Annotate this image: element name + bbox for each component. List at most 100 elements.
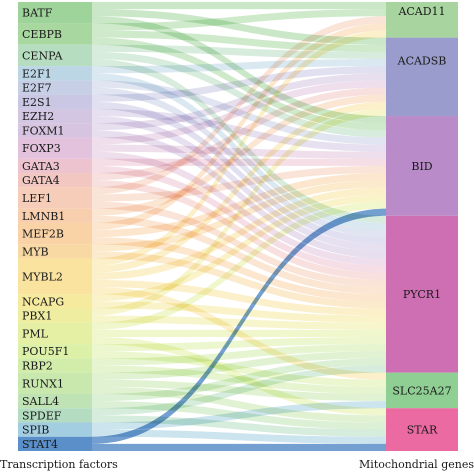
right-node-label-star: STAR <box>407 424 438 437</box>
left-node-label-ezh2: EZH2 <box>22 110 54 123</box>
flow-mybl2-to-bid <box>92 187 386 280</box>
left-node-label-e2s1: E2S1 <box>22 96 52 109</box>
left-node-e2s1 <box>18 94 92 109</box>
left-node-label-ncapg: NCAPG <box>22 295 64 308</box>
left-node-cenpa <box>18 44 92 67</box>
left-node-label-e2f7: E2F7 <box>22 82 52 95</box>
left-node-label-gata4: GATA4 <box>22 174 60 187</box>
left-node-label-mef2b: MEF2B <box>22 228 64 241</box>
left-node-label-runx1: RUNX1 <box>22 377 64 390</box>
flow-batf-to-acad11 <box>92 2 386 10</box>
flow-lef1-to-acad11 <box>92 16 386 195</box>
left-node-label-pbx1: PBX1 <box>22 310 52 323</box>
left-node-label-spib: SPIB <box>22 424 49 437</box>
right-axis-caption: Mitochondrial genes <box>359 458 474 471</box>
flow-pml-to-bid <box>92 201 386 330</box>
flow-cebpb-to-acad11 <box>92 9 386 31</box>
flow-mef2b-to-bid <box>92 173 386 238</box>
flow-pml-to-pycr1 <box>92 329 386 337</box>
left-node-spdef <box>18 408 92 423</box>
flow-e2s1-to-acadsb <box>92 66 386 102</box>
left-node-label-spdef: SPDEF <box>22 409 62 422</box>
flow-spdef-to-pycr1 <box>92 365 386 416</box>
flow-mybl2-to-acadsb <box>92 101 386 273</box>
left-node-e2f7 <box>18 80 92 95</box>
left-node-gata3 <box>18 158 92 174</box>
left-node-cebpb <box>18 23 92 45</box>
flow-foxp3-to-acadsb <box>92 80 386 145</box>
left-node-label-e2f1: E2F1 <box>22 67 52 80</box>
left-node-pou5f1 <box>18 344 92 359</box>
left-node-rbp2 <box>18 358 92 373</box>
flow-lmnb1-to-pycr1 <box>92 215 386 295</box>
left-node-stat4 <box>18 436 92 451</box>
left-node-foxm1 <box>18 123 92 138</box>
flow-foxm1-to-pycr1 <box>92 130 386 259</box>
flow-layer <box>92 2 386 451</box>
flow-gata3-to-bid <box>92 158 386 166</box>
flow-mybl2-to-acad11 <box>92 30 386 266</box>
left-node-e2f1 <box>18 66 92 81</box>
flow-mef2b-to-acad11 <box>92 23 386 231</box>
flow-stat4-to-star <box>92 443 386 451</box>
left-node-spib <box>18 422 92 437</box>
right-node-bid <box>386 116 458 216</box>
left-node-label-stat4: STAT4 <box>22 438 58 451</box>
left-node-label-cenpa: CENPA <box>22 49 63 62</box>
right-node-acad11 <box>386 2 458 38</box>
flow-lmnb1-to-acadsb <box>92 94 386 216</box>
flow-spib-to-star <box>92 429 386 444</box>
left-node-gata4 <box>18 173 92 188</box>
left-node-label-pou5f1: POU5F1 <box>22 345 69 358</box>
left-node-label-mybl2: MYBL2 <box>22 270 63 283</box>
left-node-runx1 <box>18 372 92 394</box>
right-node-pycr1 <box>386 215 458 373</box>
right-node-label-acad11: ACAD11 <box>397 5 445 18</box>
left-node-lmnb1 <box>18 208 92 223</box>
right-node-star <box>386 408 458 451</box>
right-node-label-bid: BID <box>411 160 432 173</box>
left-node-label-foxp3: FOXP3 <box>22 142 61 155</box>
left-node-label-pml: PML <box>22 327 49 340</box>
left-node-lef1 <box>18 187 92 209</box>
flow-rbp2-to-pycr1 <box>92 344 386 366</box>
left-node-batf <box>18 2 92 24</box>
left-node-label-cebpb: CEBPB <box>22 28 62 41</box>
left-node-myb <box>18 244 92 259</box>
flow-runx1-to-pycr1 <box>92 351 386 380</box>
right-node-acadsb <box>386 37 458 117</box>
left-node-pbx1 <box>18 308 92 323</box>
left-axis-caption: Transcription factors <box>0 458 118 471</box>
right-node-bars <box>386 2 458 451</box>
left-node-pml <box>18 322 92 345</box>
left-node-label-foxm1: FOXM1 <box>22 124 65 137</box>
left-node-label-rbp2: RBP2 <box>22 359 53 372</box>
left-node-sall4 <box>18 393 92 409</box>
flow-pbx1-to-acadsb <box>92 108 386 316</box>
right-node-label-pycr1: PYCR1 <box>403 288 441 301</box>
flow-e2s1-to-pycr1 <box>92 101 386 245</box>
left-node-bars <box>18 2 92 451</box>
left-node-label-lef1: LEF1 <box>22 192 52 205</box>
right-node-label-acadsb: ACADSB <box>397 55 447 68</box>
right-node-slc25a27 <box>386 372 458 409</box>
flow-stat4-to-bid <box>92 208 386 444</box>
flow-spib-to-slc25a27 <box>92 401 386 430</box>
flow-gata4-to-acadsb <box>92 87 386 181</box>
flow-ncapg-to-bid <box>92 194 386 302</box>
left-node-ncapg <box>18 294 92 309</box>
flow-cenpa-to-pycr1 <box>92 59 386 223</box>
left-node-label-batf: BATF <box>22 7 53 20</box>
left-node-label-gata3: GATA3 <box>22 160 60 173</box>
flow-cenpa-to-bid <box>92 51 386 138</box>
flow-ncapg-to-pycr1 <box>92 301 386 323</box>
left-node-label-sall4: SALL4 <box>22 395 59 408</box>
flow-sall4-to-pycr1 <box>92 358 386 402</box>
left-node-foxp3 <box>18 137 92 159</box>
left-node-ezh2 <box>18 108 92 124</box>
left-node-mef2b <box>18 222 92 245</box>
right-node-label-slc25a27: SLC25A27 <box>392 384 451 397</box>
left-node-label-lmnb1: LMNB1 <box>22 210 65 223</box>
